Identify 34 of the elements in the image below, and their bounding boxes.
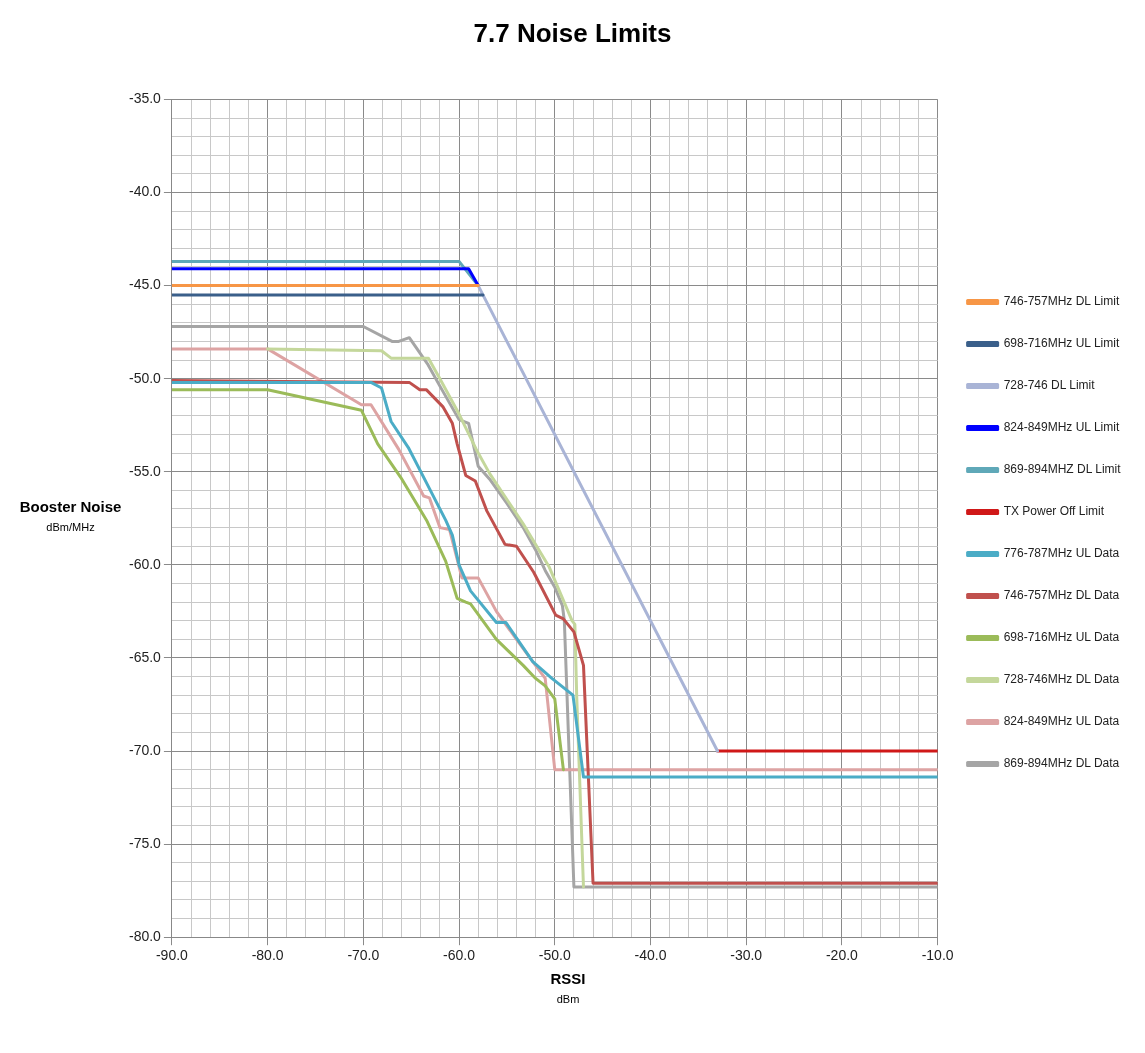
legend-label: 869-894MHz DL Data (1003, 756, 1120, 771)
y-tick-label: -65.0 (128, 648, 162, 665)
x-tick-label: -90.0 (155, 947, 189, 964)
y-tick-label: -35.0 (128, 90, 162, 107)
legend-label: 746-757MHz DL Data (1003, 588, 1120, 603)
y-tick-label: -60.0 (128, 555, 162, 572)
x-tick-label: -60.0 (443, 947, 476, 964)
chart-title: 7.7 Noise Limits (472, 18, 673, 49)
x-tick-label: -80.0 (251, 947, 284, 964)
x-tick-label: -20.0 (825, 947, 859, 964)
y-tick-label: -45.0 (128, 276, 162, 293)
legend-label: 728-746 DL Limit (1003, 378, 1096, 393)
legend-label: 698-716MHz UL Limit (1003, 336, 1120, 351)
x-tick-label: -50.0 (538, 947, 571, 964)
legend-label: TX Power Off Limit (1003, 504, 1105, 519)
y-tick-label: -40.0 (128, 183, 162, 200)
x-axis-title: RSSI dBm (549, 970, 587, 1005)
legend-label: 776-787MHz UL Data (1003, 546, 1120, 561)
x-tick-label: -40.0 (634, 947, 667, 964)
legend-label: 728-746MHz DL Data (1003, 672, 1120, 687)
y-tick-label: -70.0 (128, 741, 162, 758)
y-tick-label: -55.0 (128, 462, 162, 479)
x-tick-label: -30.0 (730, 947, 763, 964)
x-tick-label: -10.0 (921, 947, 954, 964)
x-tick-label: -70.0 (347, 947, 380, 964)
y-axis-title: Booster Noise dBm/MHz (18, 498, 123, 533)
legend-label: 869-894MHZ DL Limit (1003, 462, 1122, 477)
legend-label: 824-849MHz UL Limit (1003, 420, 1120, 435)
y-tick-label: -50.0 (128, 369, 162, 386)
y-tick-label: -75.0 (128, 834, 162, 851)
legend-label: 824-849MHz UL Data (1003, 714, 1120, 729)
y-tick-label: -80.0 (128, 928, 162, 945)
legend-label: 746-757MHz DL Limit (1003, 294, 1120, 309)
legend-label: 698-716MHz UL Data (1003, 630, 1120, 645)
